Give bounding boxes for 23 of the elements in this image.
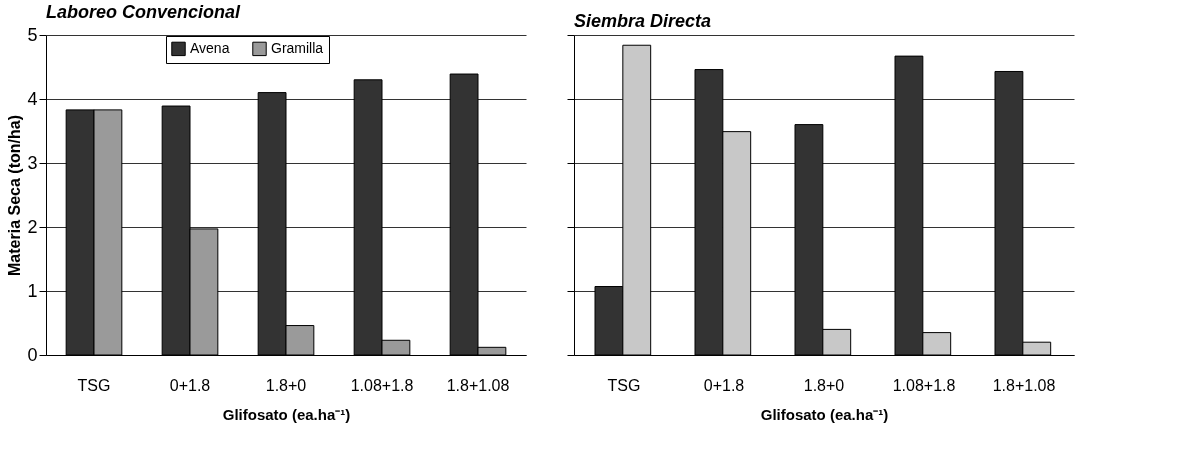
legend-label: Avena (190, 39, 230, 56)
y-tick-label: 3 (27, 152, 38, 173)
legend-label: Gramilla (271, 39, 324, 56)
x-tick-label: 1.08+1.8 (350, 376, 414, 394)
y-tick-label: 5 (27, 24, 38, 45)
x-tick-label: 1.8+1.08 (992, 376, 1056, 394)
x-tick-label: 0+1.8 (169, 376, 211, 394)
x-axis-title: Glifosato (ea.ha⁻¹) (222, 405, 351, 423)
x-tick-label: 1.8+0 (265, 376, 307, 394)
x-axis-title: Glifosato (ea.ha⁻¹) (760, 405, 889, 423)
y-tick-label: 2 (27, 216, 38, 237)
y-tick-label: 4 (27, 88, 38, 109)
x-tick-label: 0+1.8 (703, 376, 745, 394)
chart-title: Laboreo Convencional (46, 2, 242, 22)
x-tick-label: 1.8+1.08 (446, 376, 510, 394)
y-tick-label: 0 (27, 344, 38, 365)
x-tick-label: 1.08+1.8 (892, 376, 956, 394)
x-tick-label: TSG (607, 376, 641, 394)
y-axis-title: Materia Seca (ton/ha) (6, 115, 24, 276)
y-tick-label: 1 (27, 280, 38, 301)
x-tick-label: TSG (77, 376, 111, 394)
chart-title: Siembra Directa (574, 10, 712, 31)
x-tick-label: 1.8+0 (803, 376, 845, 394)
